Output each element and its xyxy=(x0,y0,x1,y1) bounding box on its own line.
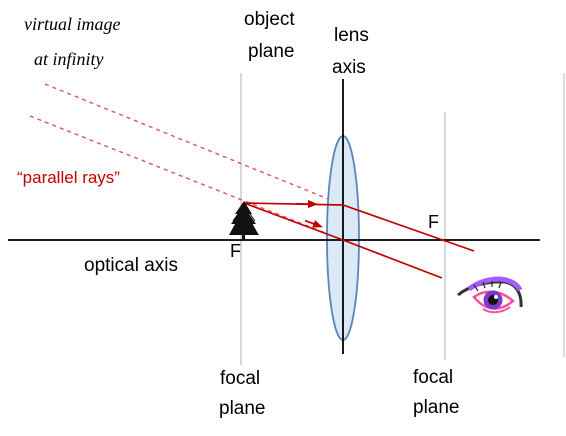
right-focal-plane-label-line1: focal xyxy=(413,367,453,388)
right-focal-plane-label-line2: plane xyxy=(413,397,460,418)
parallel-ray-upper-right xyxy=(342,204,475,252)
tree-icon xyxy=(229,201,259,240)
left-focal-point-label: F xyxy=(230,241,241,261)
dashed-virtual-ray-upper xyxy=(44,83,344,206)
left-focal-plane-label-line1: focal xyxy=(220,368,260,389)
eye-icon xyxy=(457,276,523,314)
virtual-image-label-line1: virtual image xyxy=(24,14,121,34)
left-focal-plane-label-line2: plane xyxy=(219,398,266,419)
object-plane-label-line2: plane xyxy=(248,41,295,62)
object-plane-label-line1: object xyxy=(244,9,295,30)
parallel-ray-upper-left xyxy=(243,202,344,206)
ray-arrow-lower xyxy=(304,219,323,228)
lens-axis-label-line1: lens xyxy=(334,25,369,46)
lens-axis-label-line2: axis xyxy=(332,57,366,78)
chief-ray-left xyxy=(243,202,344,241)
optical-axis-label: optical axis xyxy=(84,255,178,276)
chief-ray-right xyxy=(342,239,443,279)
virtual-image-label-line2: at infinity xyxy=(34,49,104,69)
parallel-rays-label: “parallel rays” xyxy=(17,168,120,187)
dashed-virtual-ray-lower xyxy=(29,115,344,241)
right-focal-point-label: F xyxy=(428,212,439,232)
